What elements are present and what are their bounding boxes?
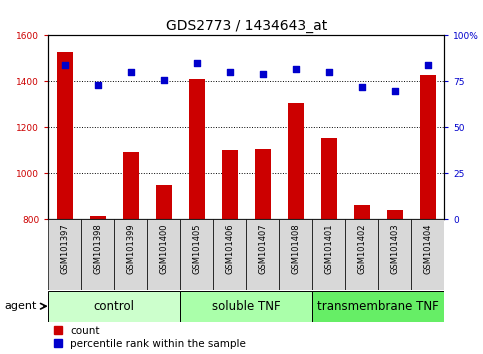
- Bar: [354, 205, 370, 219]
- FancyBboxPatch shape: [279, 219, 313, 290]
- FancyBboxPatch shape: [378, 219, 412, 290]
- Text: GSM101397: GSM101397: [60, 223, 69, 274]
- FancyBboxPatch shape: [114, 219, 147, 290]
- FancyBboxPatch shape: [213, 219, 246, 290]
- Point: [292, 66, 299, 72]
- FancyBboxPatch shape: [48, 219, 81, 290]
- FancyBboxPatch shape: [147, 219, 180, 290]
- FancyBboxPatch shape: [48, 291, 180, 321]
- Bar: [123, 152, 139, 219]
- Text: GSM101402: GSM101402: [357, 223, 366, 274]
- Point: [193, 60, 201, 66]
- FancyBboxPatch shape: [345, 219, 378, 290]
- FancyBboxPatch shape: [313, 219, 345, 290]
- Text: GSM101400: GSM101400: [159, 223, 168, 274]
- Bar: [57, 51, 73, 219]
- Point: [391, 88, 399, 93]
- Text: GSM101403: GSM101403: [390, 223, 399, 274]
- Text: GSM101401: GSM101401: [325, 223, 333, 274]
- Point: [61, 62, 69, 68]
- Text: transmembrane TNF: transmembrane TNF: [317, 300, 439, 313]
- Bar: [420, 74, 436, 219]
- Title: GDS2773 / 1434643_at: GDS2773 / 1434643_at: [166, 19, 327, 33]
- Text: GSM101398: GSM101398: [93, 223, 102, 274]
- FancyBboxPatch shape: [180, 291, 313, 321]
- Point: [424, 62, 432, 68]
- Text: control: control: [94, 300, 135, 313]
- FancyBboxPatch shape: [412, 219, 444, 290]
- Bar: [287, 103, 304, 219]
- Point: [94, 82, 102, 88]
- FancyBboxPatch shape: [180, 219, 213, 290]
- Bar: [156, 185, 172, 219]
- Bar: [188, 79, 205, 219]
- Bar: [386, 210, 403, 219]
- Text: GSM101399: GSM101399: [127, 223, 135, 274]
- Bar: [89, 216, 106, 219]
- Text: GSM101406: GSM101406: [226, 223, 234, 274]
- Text: GSM101405: GSM101405: [192, 223, 201, 274]
- Bar: [321, 138, 337, 219]
- Point: [160, 77, 168, 82]
- Bar: [255, 149, 271, 219]
- Text: GSM101407: GSM101407: [258, 223, 267, 274]
- Text: GSM101404: GSM101404: [424, 223, 432, 274]
- Text: soluble TNF: soluble TNF: [212, 300, 281, 313]
- Point: [226, 69, 234, 75]
- Legend: count, percentile rank within the sample: count, percentile rank within the sample: [54, 326, 246, 349]
- Point: [127, 69, 135, 75]
- FancyBboxPatch shape: [246, 219, 279, 290]
- Text: agent: agent: [5, 301, 37, 311]
- Point: [325, 69, 333, 75]
- Point: [259, 71, 267, 77]
- FancyBboxPatch shape: [313, 291, 444, 321]
- Text: GSM101408: GSM101408: [291, 223, 300, 274]
- FancyBboxPatch shape: [81, 219, 114, 290]
- Point: [358, 84, 366, 90]
- Bar: [222, 150, 238, 219]
